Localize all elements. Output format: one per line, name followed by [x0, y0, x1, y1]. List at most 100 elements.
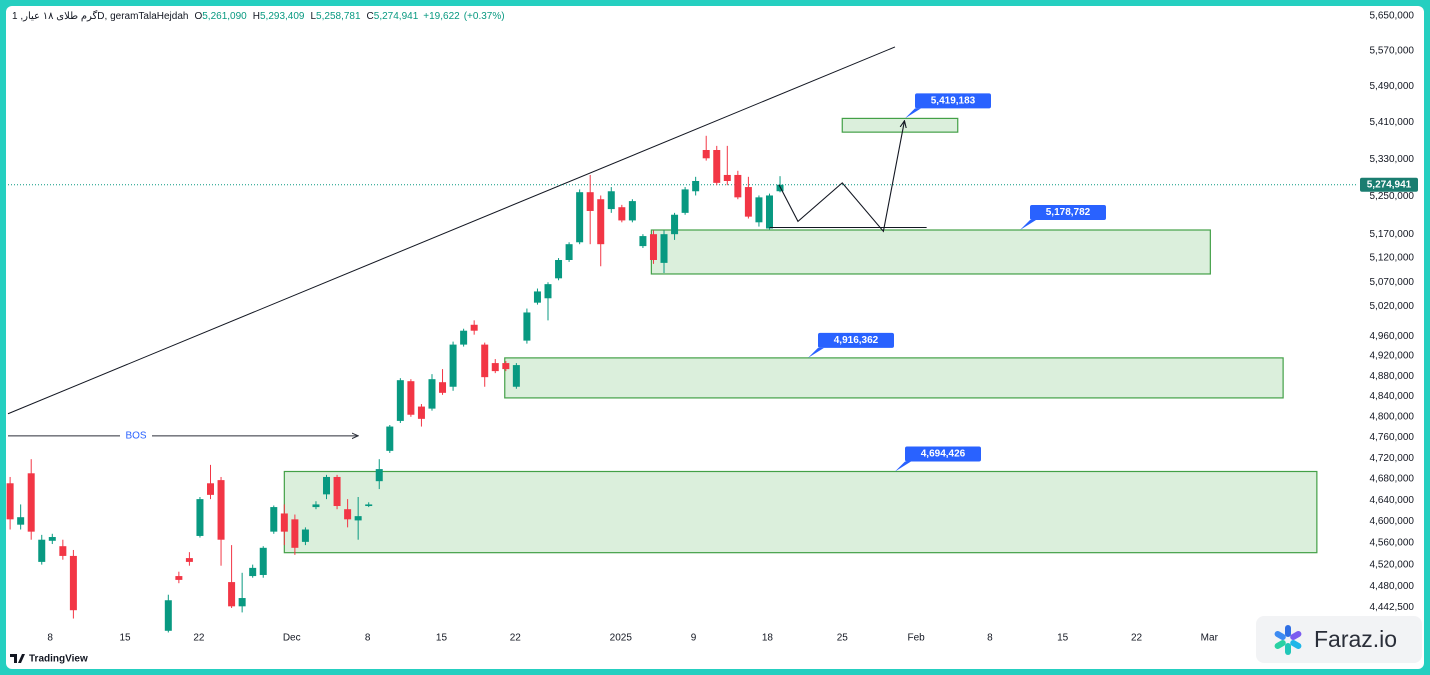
y-tick-label: 5,170,000 [1370, 229, 1415, 240]
x-tick-label: 8 [47, 633, 53, 644]
tradingview-text: TradingView [29, 654, 88, 665]
ohlc-value: 5,258,781 [316, 11, 361, 22]
last-price-box [1360, 177, 1418, 192]
zone [504, 357, 1284, 399]
candle-body [301, 529, 309, 542]
zone-label-pointer [905, 108, 921, 119]
tradingview-logo: TradingView [10, 654, 88, 665]
candle-body [312, 504, 320, 508]
candle-body [439, 382, 447, 393]
zone-label: 5,419,183 [931, 96, 976, 107]
candle-body [692, 180, 700, 192]
candle-body [755, 197, 763, 223]
y-tick-label: 4,760,000 [1370, 432, 1415, 443]
candle-body [270, 507, 278, 532]
ohlc-key: O [194, 11, 202, 22]
candle-body [681, 189, 689, 213]
y-tick-label: 4,960,000 [1370, 331, 1415, 342]
candle-body [607, 191, 615, 210]
y-tick-label: 4,600,000 [1370, 516, 1415, 527]
candle-body [449, 344, 457, 387]
candle-body [27, 473, 35, 532]
candle-body [618, 207, 626, 221]
zone-label: 4,916,362 [834, 335, 879, 346]
x-tick-label: 15 [1057, 633, 1069, 644]
candle-body [396, 380, 404, 421]
candle-body [544, 284, 552, 299]
y-tick-label: 4,520,000 [1370, 559, 1415, 570]
candle-body [523, 312, 531, 341]
candle-body [428, 379, 436, 409]
last-price-label: 5,274,941 [1367, 179, 1412, 190]
candle-body [333, 476, 341, 507]
candle-body [481, 344, 489, 378]
candle-body [185, 558, 193, 562]
bos-label-bg [120, 428, 152, 443]
x-tick-label: 15 [120, 633, 132, 644]
x-tick-label: Feb [907, 633, 925, 644]
candle-body [323, 476, 331, 495]
trendline [7, 46, 896, 415]
zone [650, 229, 1211, 275]
y-tick-label: 5,070,000 [1370, 277, 1415, 288]
y-tick-label: 4,640,000 [1370, 495, 1415, 506]
candle-body [375, 469, 383, 482]
y-tick-label: 4,680,000 [1370, 474, 1415, 485]
zone-label: 4,694,426 [921, 449, 966, 460]
ohlc-key: C [367, 11, 374, 22]
candle-body [491, 363, 499, 372]
ohlc-value: 5,261,090 [202, 11, 247, 22]
watermark: Faraz.io [1256, 616, 1422, 663]
candle-body [238, 598, 246, 607]
y-tick-label: 5,490,000 [1370, 81, 1415, 92]
y-tick-label: 4,800,000 [1370, 411, 1415, 422]
x-tick-label: 9 [691, 633, 697, 644]
candle-body [386, 426, 394, 451]
symbol: گرم طلای ۱۸ عیار, 1D, geramTalaHejdah [12, 10, 188, 22]
x-tick-label: 22 [193, 633, 205, 644]
y-tick-label: 4,442,500 [1370, 602, 1415, 613]
candle-body [734, 174, 742, 198]
y-tick-label: 4,840,000 [1370, 391, 1415, 402]
candle-body [228, 582, 236, 607]
candle-body [280, 513, 288, 532]
candle-body [723, 174, 731, 181]
candle-body [196, 499, 204, 536]
candle-body [460, 330, 468, 345]
candle-body [744, 187, 752, 217]
watermark-icon [1274, 625, 1302, 655]
candle-body [48, 537, 56, 541]
zone-label-pointer [1020, 219, 1036, 230]
candle-body [765, 195, 773, 229]
y-tick-label: 5,650,000 [1370, 10, 1415, 21]
y-tick-label: 4,920,000 [1370, 351, 1415, 362]
x-tick-label: 2025 [610, 633, 633, 644]
candle-body [259, 547, 267, 575]
zone-label-pointer [808, 347, 824, 358]
x-tick-label: 8 [987, 633, 993, 644]
x-tick-label: 25 [837, 633, 849, 644]
x-tick-label: 22 [1131, 633, 1143, 644]
candle-body [59, 546, 67, 556]
y-tick-label: 5,020,000 [1370, 301, 1415, 312]
candle-body [164, 600, 172, 631]
candle-body [365, 504, 373, 507]
watermark-text: Faraz.io [1314, 626, 1397, 652]
candle-body [713, 150, 721, 183]
chart-background [6, 6, 1424, 669]
zone-label-box [905, 446, 981, 462]
y-tick-label: 5,330,000 [1370, 154, 1415, 165]
x-tick-label: Dec [283, 633, 301, 644]
ohlc-value: 5,274,941 [374, 11, 419, 22]
y-tick-label: 4,560,000 [1370, 538, 1415, 549]
chart-header: گرم طلای ۱۸ عیار, 1D, geramTalaHejdah O5,… [12, 10, 505, 22]
x-tick-label: 8 [365, 633, 371, 644]
candle-body [291, 519, 299, 548]
y-tick-label: 5,570,000 [1370, 46, 1415, 57]
y-tick-label: 4,720,000 [1370, 453, 1415, 464]
candle-body [344, 509, 352, 520]
y-tick-label: 5,250,000 [1370, 191, 1415, 202]
x-tick-label: 22 [510, 633, 522, 644]
candle-body [639, 236, 647, 247]
